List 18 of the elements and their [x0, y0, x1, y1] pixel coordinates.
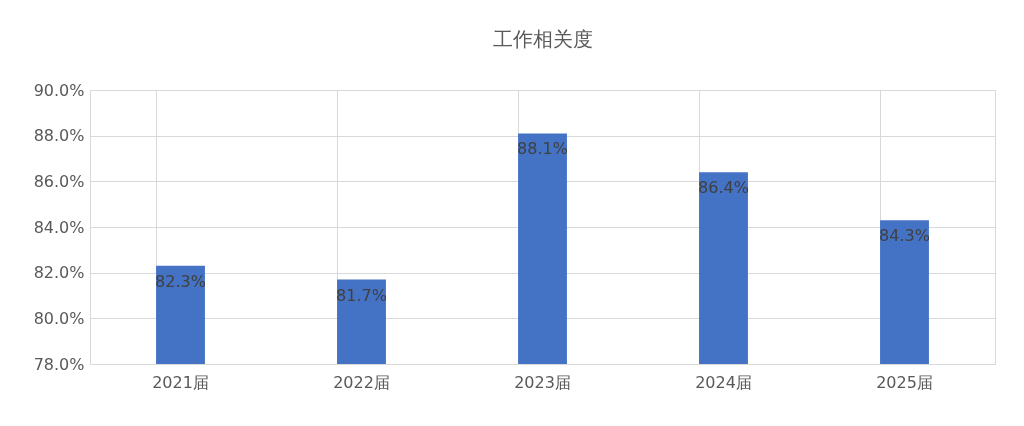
- x-tick-label: 2021届: [152, 372, 209, 392]
- y-tick-label: 84.0%: [33, 217, 85, 237]
- x-tick-label: 2022届: [333, 372, 390, 392]
- data-label: 88.1%: [517, 139, 568, 159]
- y-tick-label: 78.0%: [33, 354, 85, 374]
- y-tick-label: 86.0%: [33, 171, 85, 191]
- y-tick-label: 90.0%: [33, 80, 85, 100]
- data-label: 81.7%: [336, 285, 387, 305]
- x-tick-label: 2024届: [695, 372, 752, 392]
- y-tick-label: 80.0%: [33, 308, 85, 328]
- chart-title: 工作相关度: [492, 27, 593, 51]
- data-label: 86.4%: [698, 178, 749, 198]
- y-tick-label: 82.0%: [33, 263, 85, 283]
- y-tick-label: 88.0%: [33, 126, 85, 146]
- x-tick-label: 2025届: [876, 372, 933, 392]
- x-tick-label: 2023届: [514, 372, 571, 392]
- data-label: 82.3%: [155, 271, 206, 291]
- data-label: 84.3%: [879, 226, 930, 246]
